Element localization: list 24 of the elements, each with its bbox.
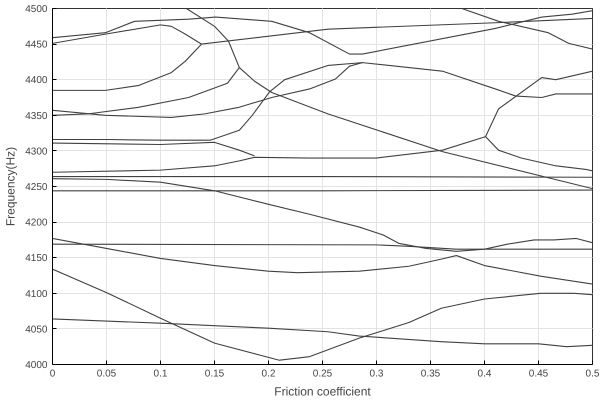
x-tick-label: 0.15 — [204, 368, 225, 380]
y-tick-label: 4500 — [25, 4, 48, 15]
y-tick-label: 4400 — [25, 75, 48, 86]
x-tick-label: 0.3 — [370, 368, 384, 380]
x-tick-label: 0.2 — [262, 368, 276, 380]
x-tick-label: 0 — [50, 368, 56, 380]
y-tick-label: 4250 — [25, 182, 48, 193]
x-tick-label: 0.4 — [478, 368, 492, 380]
x-tick-label: 0.1 — [154, 368, 168, 380]
x-tick-label: 0.5 — [586, 368, 600, 380]
y-tick-label: 4350 — [25, 110, 48, 122]
y-tick-label: 4200 — [25, 218, 48, 229]
y-tick-label: 4000 — [25, 360, 48, 371]
x-tick-label: 0.35 — [420, 368, 441, 380]
y-axis-title: Frequency(Hz) — [3, 146, 18, 226]
y-tick-label: 4150 — [25, 253, 48, 264]
y-tick-label: 4450 — [25, 40, 48, 51]
y-tick-label: 4300 — [25, 146, 48, 158]
x-axis-title: Friction coefficient — [274, 384, 372, 398]
y-tick-label: 4050 — [25, 324, 48, 336]
x-tick-label: 0.25 — [312, 368, 333, 380]
y-tick-label: 4100 — [25, 288, 48, 300]
x-tick-label: 0.05 — [96, 368, 117, 380]
x-tick-label: 0.45 — [528, 368, 549, 380]
